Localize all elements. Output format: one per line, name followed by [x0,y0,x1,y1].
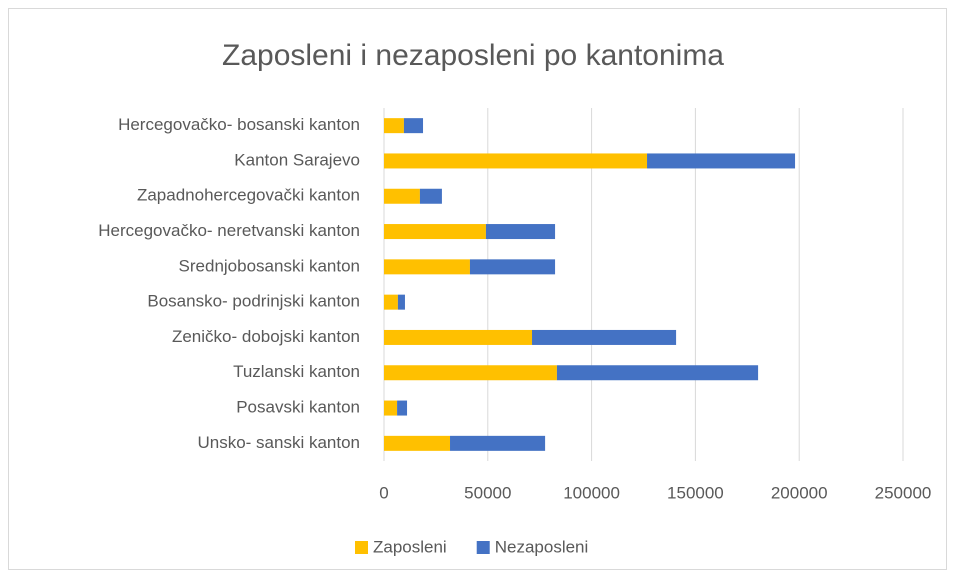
y-tick-label: Kanton Sarajevo [234,150,360,169]
bar-segment [384,188,420,204]
bar-segment [397,400,408,416]
bar-segment [384,259,470,275]
bar-segment [384,294,398,310]
bar-segment [403,118,424,134]
legend-swatch [355,541,368,554]
bar-segment [384,329,533,345]
bar-segment [384,153,648,169]
legend-swatch [476,541,490,554]
y-tick-label: Srednjobosanski kanton [179,256,360,275]
x-tick-label: 200000 [771,483,828,502]
bar-segment [556,365,759,381]
x-tick-label: 100000 [563,483,620,502]
bar-segment [384,365,557,381]
y-tick-label: Zapadnohercegovački kanton [137,186,360,205]
x-tick-label: 0 [379,483,388,502]
bar-segment [397,294,405,310]
legend-label: Nezaposleni [495,537,589,556]
bar-segment [647,153,796,169]
y-tick-label: Tuzlanski kanton [233,362,360,381]
x-tick-label: 150000 [667,483,724,502]
bar-segment [384,435,451,451]
bar-segment [532,329,677,345]
y-tick-label: Unsko- sanski kanton [197,433,360,452]
x-tick-label: 50000 [464,483,511,502]
y-tick-label: Posavski kanton [236,398,360,417]
bar-segment [384,224,486,240]
bar-segment [384,400,398,416]
y-tick-label: Hercegovačko- bosanski kanton [118,115,360,134]
bar-segment [384,118,404,134]
legend-label: Zaposleni [373,537,447,556]
chart-title: Zaposleni i nezaposleni po kantonima [222,39,724,72]
x-tick-label: 250000 [875,483,932,502]
y-tick-label: Hercegovačko- neretvanski kanton [98,221,360,240]
y-tick-label: Bosansko- podrinjski kanton [147,292,360,311]
bar-segment [419,188,442,204]
y-tick-label: Zeničko- dobojski kanton [172,327,360,346]
chart-border [8,8,947,570]
bar-segment [485,224,556,240]
bar-segment [469,259,556,275]
bar-segment [450,435,546,451]
